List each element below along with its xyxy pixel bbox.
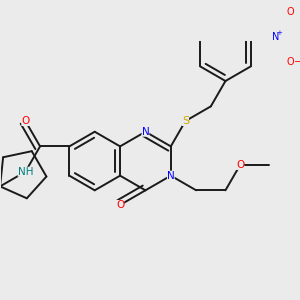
Text: N: N xyxy=(272,32,279,42)
Text: O: O xyxy=(286,7,294,17)
Text: NH: NH xyxy=(18,167,33,177)
Text: N: N xyxy=(167,171,175,181)
Text: −: − xyxy=(294,57,300,68)
Text: O: O xyxy=(236,160,244,170)
Text: S: S xyxy=(182,116,189,126)
Text: O: O xyxy=(21,116,29,126)
Text: O: O xyxy=(116,200,124,210)
Text: N: N xyxy=(142,127,149,137)
Text: O: O xyxy=(286,57,294,68)
Text: +: + xyxy=(276,30,282,36)
